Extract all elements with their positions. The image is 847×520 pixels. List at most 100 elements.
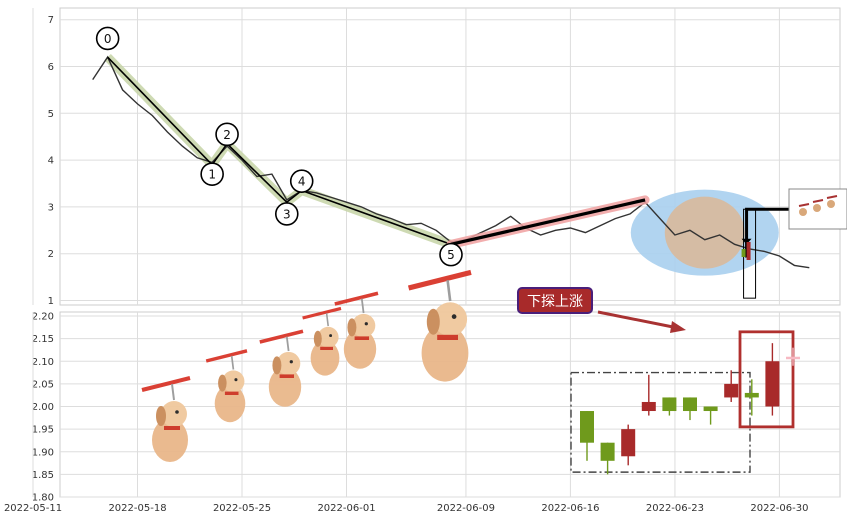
wave-point-marker [215, 122, 239, 147]
puppy-propeller-shaft [285, 336, 290, 352]
puppy-illustration [141, 376, 191, 462]
candle-body [703, 406, 718, 412]
puppy-eye [451, 314, 457, 319]
puppy-collar [354, 336, 369, 340]
puppy-propeller [259, 329, 304, 344]
wave-point-label: 0 [104, 32, 112, 46]
puppy-head [433, 302, 468, 337]
daily-y-tick-label: 1.85 [32, 470, 54, 481]
puppy-eye [289, 360, 293, 364]
puppy-ear [156, 406, 166, 426]
annotation-box [517, 287, 593, 314]
daily-y-tick-label: 1.80 [32, 493, 54, 504]
puppy-collar [279, 374, 294, 378]
annotation-arrow-head [670, 321, 686, 333]
puppy-ear [218, 374, 227, 392]
trend-line [450, 198, 646, 246]
wave-line [107, 56, 452, 246]
price-y-tick-label: 1 [48, 296, 54, 307]
puppy-illustration [407, 269, 472, 382]
wave-point-label: 3 [283, 207, 291, 221]
thumbnail-stroke [812, 199, 824, 203]
puppy-illustration [302, 306, 342, 376]
x-tick-label: 2022-06-30 [750, 503, 808, 514]
x-tick-label: 2022-06-01 [317, 503, 375, 514]
wave-point-marker [95, 26, 120, 51]
daily-panel: 1.80 1.85 1.90 1.95 2.00 2.05 2.10 2.15 2.20 2022… [4, 311, 841, 514]
puppy-collar [224, 391, 239, 395]
thumbnail-dot [827, 200, 835, 208]
x-tick-label: 2022-06-09 [437, 503, 495, 514]
highlight-inner-ellipse [664, 196, 745, 269]
candle-body [744, 392, 759, 398]
daily-y-tick-label: 2.10 [32, 357, 54, 368]
range-box [570, 371, 751, 473]
daily-y-tick-label: 1.95 [32, 425, 54, 436]
puppy-eye [364, 322, 368, 326]
zoom-arrow-head [741, 238, 752, 245]
puppy-propeller-shaft [230, 355, 235, 370]
candle-body [683, 397, 697, 412]
price-y-tick-label: 2 [48, 249, 54, 260]
puppy-head [276, 351, 301, 376]
x-tick-label: 2022-06-23 [646, 503, 704, 514]
thumbnail-dot [813, 204, 821, 212]
candle-body [641, 401, 656, 412]
price-y-tick-label: 7 [48, 15, 54, 26]
x-tick-label: 2022-05-11 [4, 503, 62, 514]
puppy-illustration [334, 291, 379, 369]
puppy-illustration [259, 329, 304, 407]
puppy-eye [175, 410, 179, 414]
candle-body [765, 361, 780, 407]
puppy-head [317, 326, 339, 348]
puppy-propeller [407, 269, 472, 291]
annotation-arrow [597, 310, 679, 330]
wave-point-marker [274, 202, 299, 226]
x-tick-label: 2022-05-25 [213, 503, 271, 514]
mini-candle [746, 242, 751, 260]
puppy-collar [320, 346, 333, 350]
daily-y-tick-label: 2.20 [32, 312, 54, 323]
annotation-text: 下探上涨 [527, 294, 583, 310]
puppy-collar [164, 426, 180, 430]
puppy-head [351, 313, 376, 338]
puppy-head [161, 401, 187, 427]
price-y-tick-label: 4 [48, 156, 54, 167]
thumbnail-frame [788, 188, 847, 230]
puppy-propeller-shaft [446, 280, 452, 302]
daily-y-tick-label: 1.90 [32, 447, 54, 458]
price-panel: 1 2 3 4 5 6 7 0 1 2 3 4 5 [32, 7, 847, 307]
puppy-collar [437, 334, 458, 340]
puppy-propeller [302, 306, 342, 320]
daily-y-tick-label: 2.05 [32, 379, 54, 390]
puppy-propeller-shaft [171, 383, 175, 401]
puppy-eye [234, 378, 238, 382]
candle-body [621, 429, 636, 457]
wave-point-label: 2 [223, 128, 231, 142]
price-y-tick-label: 5 [48, 109, 54, 120]
mini-candle [741, 249, 746, 258]
thumbnail-dot [799, 208, 807, 216]
puppy-head [222, 370, 245, 393]
candle-body [600, 442, 615, 461]
daily-y-tick-label: 2.15 [32, 334, 54, 345]
wave-point-label: 5 [447, 248, 455, 262]
puppy-ear [426, 308, 440, 335]
puppy-propeller [205, 349, 248, 363]
wave-point-marker [200, 162, 224, 186]
wave-point-marker [289, 169, 314, 193]
price-y-tick-label: 6 [48, 62, 54, 73]
breakout-box [738, 330, 795, 429]
thumbnail-stroke [826, 195, 838, 199]
puppy-eye [329, 334, 333, 338]
price-y-tick-label: 3 [48, 202, 54, 213]
thumbnail-stroke [798, 203, 810, 207]
candle-body [662, 397, 677, 412]
x-tick-label: 2022-06-16 [541, 503, 599, 514]
x-tick-label: 2022-05-18 [108, 503, 166, 514]
puppy-ear [313, 330, 322, 347]
candle-body [724, 383, 739, 398]
puppy-propeller [141, 376, 191, 392]
candle-body [580, 411, 594, 443]
